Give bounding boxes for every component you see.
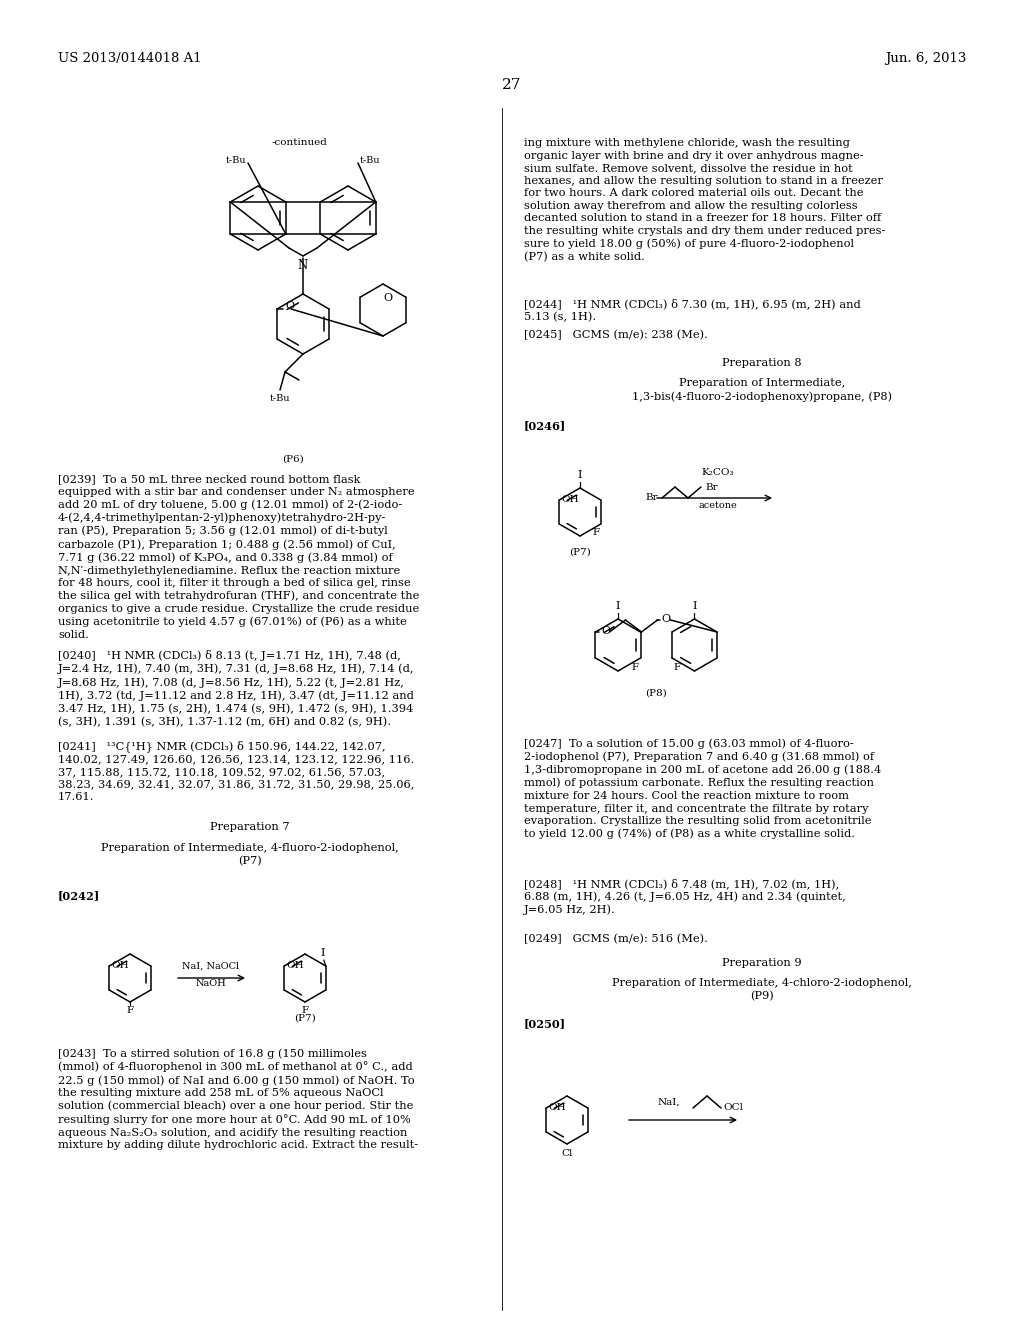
Text: [0240]   ¹H NMR (CDCl₃) δ 8.13 (t, J=1.71 Hz, 1H), 7.48 (d,
J=2.4 Hz, 1H), 7.40 : [0240] ¹H NMR (CDCl₃) δ 8.13 (t, J=1.71 … bbox=[58, 649, 415, 727]
Text: F: F bbox=[301, 1006, 308, 1015]
Text: Jun. 6, 2013: Jun. 6, 2013 bbox=[885, 51, 966, 65]
Text: N: N bbox=[298, 259, 308, 272]
Text: [0239]  To a 50 mL three necked round bottom flask
equipped with a stir bar and : [0239] To a 50 mL three necked round bot… bbox=[58, 474, 420, 640]
Text: (P8): (P8) bbox=[645, 689, 667, 698]
Text: t-Bu: t-Bu bbox=[225, 156, 246, 165]
Text: NaI, NaOCl: NaI, NaOCl bbox=[182, 962, 240, 972]
Text: OCl: OCl bbox=[723, 1104, 743, 1113]
Text: [0243]  To a stirred solution of 16.8 g (150 millimoles
(mmol) of 4-fluorophenol: [0243] To a stirred solution of 16.8 g (… bbox=[58, 1048, 418, 1150]
Text: [0247]  To a solution of 15.00 g (63.03 mmol) of 4-fluoro-
2-iodophenol (P7), Pr: [0247] To a solution of 15.00 g (63.03 m… bbox=[524, 738, 882, 840]
Text: Br: Br bbox=[705, 483, 718, 491]
Text: Preparation of Intermediate, 4-fluoro-2-iodophenol,
(P7): Preparation of Intermediate, 4-fluoro-2-… bbox=[101, 843, 399, 866]
Text: ing mixture with methylene chloride, wash the resulting
organic layer with brine: ing mixture with methylene chloride, was… bbox=[524, 139, 886, 263]
Text: OH: OH bbox=[548, 1104, 566, 1113]
Text: OH: OH bbox=[287, 961, 304, 970]
Text: F: F bbox=[674, 663, 681, 672]
Text: Br: Br bbox=[645, 494, 658, 503]
Text: [0244]   ¹H NMR (CDCl₃) δ 7.30 (m, 1H), 6.95 (m, 2H) and
5.13 (s, 1H).: [0244] ¹H NMR (CDCl₃) δ 7.30 (m, 1H), 6.… bbox=[524, 298, 861, 322]
Text: K₂CO₃: K₂CO₃ bbox=[701, 469, 734, 477]
Text: Cl: Cl bbox=[561, 1148, 572, 1158]
Text: [0250]: [0250] bbox=[524, 1018, 566, 1030]
Text: NaOH: NaOH bbox=[196, 979, 226, 987]
Text: [0241]   ¹³C{¹H} NMR (CDCl₃) δ 150.96, 144.22, 142.07,
140.02, 127.49, 126.60, 1: [0241] ¹³C{¹H} NMR (CDCl₃) δ 150.96, 144… bbox=[58, 741, 415, 803]
Text: O: O bbox=[601, 626, 610, 636]
Text: [0246]: [0246] bbox=[524, 420, 566, 432]
Text: I: I bbox=[578, 470, 583, 480]
Text: Preparation 9: Preparation 9 bbox=[722, 958, 802, 968]
Text: t-Bu: t-Bu bbox=[360, 156, 381, 165]
Text: I: I bbox=[615, 601, 621, 611]
Text: I: I bbox=[321, 948, 325, 958]
Text: O: O bbox=[383, 293, 392, 304]
Text: Preparation 7: Preparation 7 bbox=[210, 822, 290, 832]
Text: 27: 27 bbox=[503, 78, 521, 92]
Text: [0245]   GCMS (m/e): 238 (Me).: [0245] GCMS (m/e): 238 (Me). bbox=[524, 330, 708, 341]
Text: acetone: acetone bbox=[698, 502, 737, 510]
Text: Preparation of Intermediate, 4-chloro-2-iodophenol,
(P9): Preparation of Intermediate, 4-chloro-2-… bbox=[612, 978, 912, 1002]
Text: Preparation of Intermediate,
1,3-bis(4-fluoro-2-iodophenoxy)propane, (P8): Preparation of Intermediate, 1,3-bis(4-f… bbox=[632, 378, 892, 401]
Text: Preparation 8: Preparation 8 bbox=[722, 358, 802, 368]
Text: US 2013/0144018 A1: US 2013/0144018 A1 bbox=[58, 51, 202, 65]
Text: [0249]   GCMS (m/e): 516 (Me).: [0249] GCMS (m/e): 516 (Me). bbox=[524, 935, 708, 944]
Text: F: F bbox=[592, 528, 599, 537]
Text: OH: OH bbox=[561, 495, 579, 504]
Text: -continued: -continued bbox=[272, 139, 328, 147]
Text: [0242]: [0242] bbox=[58, 890, 100, 902]
Text: OH: OH bbox=[112, 961, 129, 970]
Text: (P6): (P6) bbox=[283, 455, 304, 465]
Text: I: I bbox=[692, 601, 696, 611]
Text: [0248]   ¹H NMR (CDCl₃) δ 7.48 (m, 1H), 7.02 (m, 1H),
6.88 (m, 1H), 4.26 (t, J=6: [0248] ¹H NMR (CDCl₃) δ 7.48 (m, 1H), 7.… bbox=[524, 878, 846, 915]
Text: F: F bbox=[632, 663, 639, 672]
Text: (P7): (P7) bbox=[294, 1014, 315, 1023]
Text: NaI,: NaI, bbox=[658, 1098, 681, 1107]
Text: t-Bu: t-Bu bbox=[269, 393, 291, 403]
Text: F: F bbox=[126, 1006, 133, 1015]
Text: (P7): (P7) bbox=[569, 548, 591, 557]
Text: O: O bbox=[662, 614, 671, 624]
Text: O: O bbox=[285, 301, 294, 312]
